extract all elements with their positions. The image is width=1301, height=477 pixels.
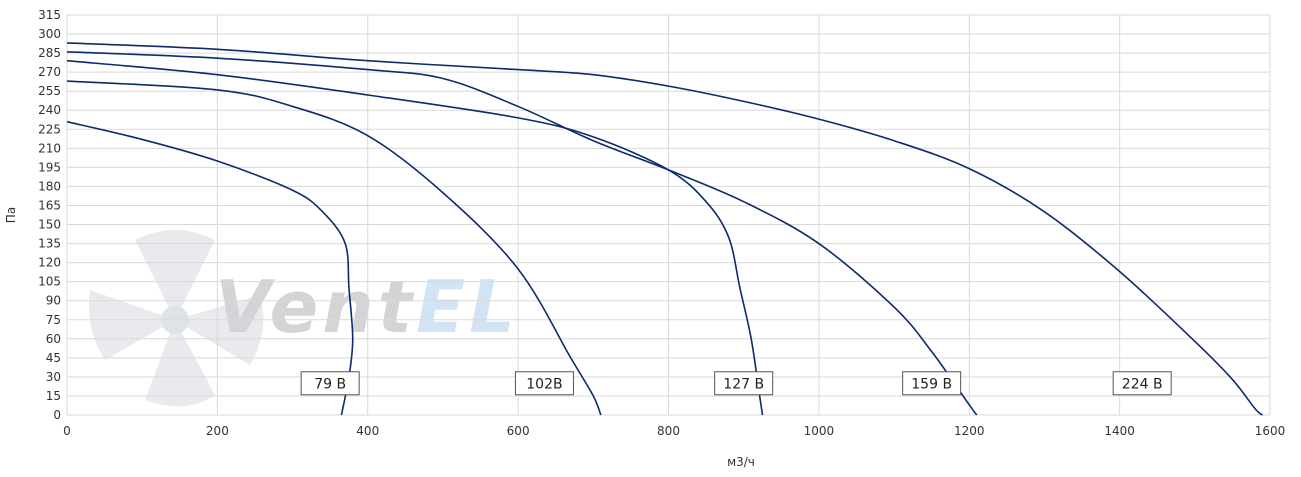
x-tick-label: 600 xyxy=(507,424,530,438)
y-tick-label: 225 xyxy=(38,122,61,136)
y-tick-label: 210 xyxy=(38,141,61,155)
series-label-text: 127 В xyxy=(723,376,764,392)
x-tick-label: 200 xyxy=(206,424,229,438)
y-tick-label: 30 xyxy=(46,370,61,384)
series-label-1: 79 В xyxy=(300,371,360,396)
y-tick-label: 315 xyxy=(38,8,61,22)
fan-blade-icon xyxy=(89,230,264,407)
series-label-box xyxy=(714,371,774,396)
y-tick-label: 15 xyxy=(46,389,61,403)
x-tick-label: 1400 xyxy=(1104,424,1135,438)
series-label-box xyxy=(902,371,962,396)
series-label-box xyxy=(300,371,360,396)
y-tick-label: 255 xyxy=(38,84,61,98)
series-label-2: 102В xyxy=(514,371,574,396)
chart-grid xyxy=(66,14,1271,416)
series-label-text: 159 В xyxy=(911,376,952,392)
y-axis-title: Па xyxy=(4,207,18,223)
y-tick-label: 45 xyxy=(46,351,61,365)
y-tick-label: 180 xyxy=(38,179,61,193)
chart-curves xyxy=(66,42,1263,416)
y-tick-label: 105 xyxy=(38,275,61,289)
brand-watermark: VentEL xyxy=(89,230,519,407)
series-label-3: 127 В xyxy=(714,371,774,396)
x-tick-label: 800 xyxy=(657,424,680,438)
y-tick-label: 300 xyxy=(38,27,61,41)
y-tick-label: 165 xyxy=(38,198,61,212)
watermark-text: VentEL xyxy=(215,265,519,349)
y-tick-label: 60 xyxy=(46,332,61,346)
y-axis-ticks: 0 15 30 45 60 75 90 105 120 135 150 165 180 195 210 225… xyxy=(38,8,61,422)
y-tick-label: 195 xyxy=(38,160,61,174)
y-tick-label: 75 xyxy=(46,313,61,327)
series-label-4: 159 В xyxy=(902,371,962,396)
series-label-box xyxy=(514,371,574,396)
x-tick-label: 0 xyxy=(63,424,71,438)
y-tick-label: 0 xyxy=(53,408,61,422)
y-tick-label: 270 xyxy=(38,65,61,79)
y-tick-label: 90 xyxy=(46,294,61,308)
series-line-5 xyxy=(66,42,1263,416)
series-line-3 xyxy=(66,59,764,416)
y-tick-label: 150 xyxy=(38,218,61,232)
series-line-4 xyxy=(66,51,978,416)
y-tick-label: 285 xyxy=(38,46,61,60)
y-tick-label: 120 xyxy=(38,256,61,270)
series-label-5: 224 В xyxy=(1112,371,1172,396)
y-tick-label: 240 xyxy=(38,103,61,117)
x-tick-label: 1200 xyxy=(954,424,985,438)
series-label-text: 224 В xyxy=(1122,376,1163,392)
series-label-text: 79 В xyxy=(314,376,346,392)
series-label-box xyxy=(1112,371,1172,396)
x-tick-label: 400 xyxy=(356,424,379,438)
series-label-text: 102В xyxy=(526,376,562,392)
y-tick-label: 135 xyxy=(38,237,61,251)
series-line-2 xyxy=(66,80,602,416)
chart-series-labels: 79 В 102В 127 В 159 В 224 В xyxy=(300,371,1172,396)
x-axis-ticks: 0 200 400 600 800 1000 1200 1400 1600 xyxy=(63,424,1285,438)
x-axis-title: м3/ч xyxy=(727,455,755,469)
x-tick-label: 1000 xyxy=(804,424,835,438)
series-line-1 xyxy=(66,120,354,416)
x-tick-label: 1600 xyxy=(1255,424,1286,438)
